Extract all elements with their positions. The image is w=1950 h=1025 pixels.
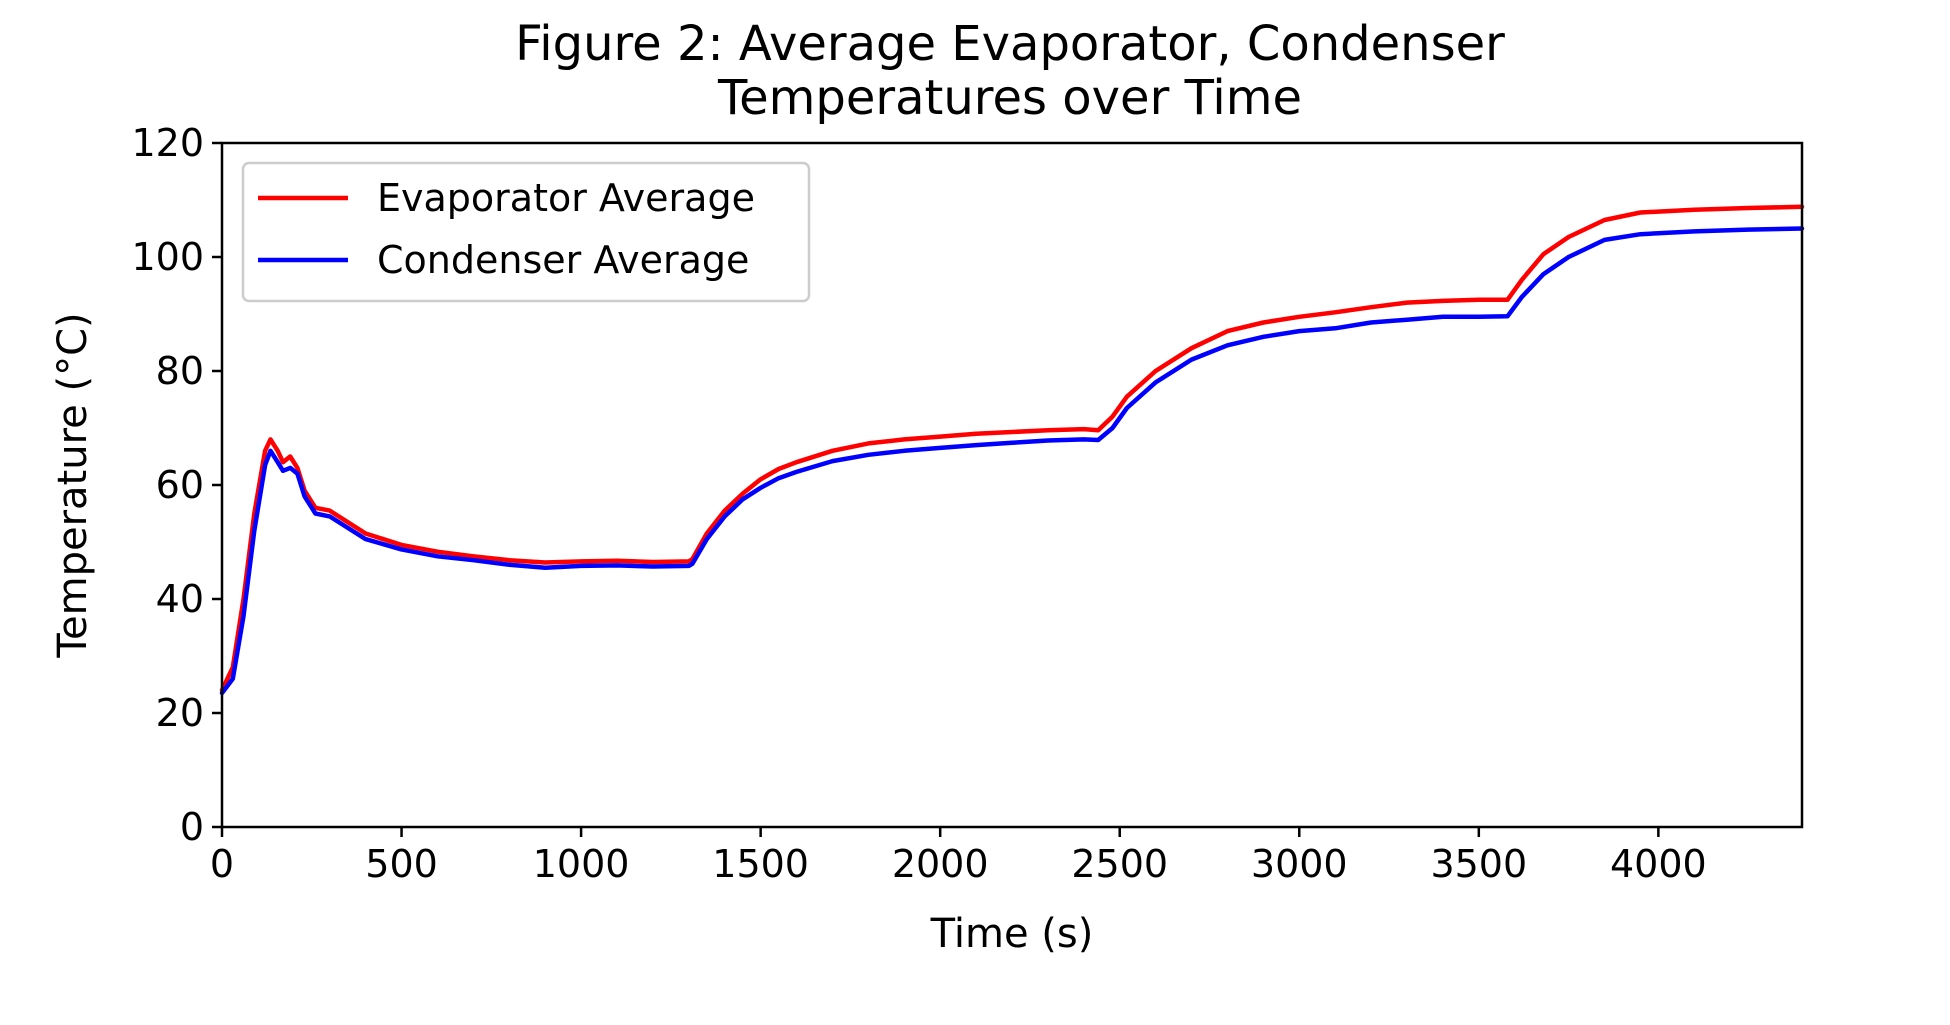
chart-title-line-2: Temperatures over Time — [717, 70, 1302, 126]
legend-label-condenser: Condenser Average — [377, 238, 749, 282]
x-tick-label: 2000 — [892, 842, 989, 886]
series-layer — [219, 204, 1805, 696]
x-tick-label: 2500 — [1071, 842, 1168, 886]
y-axis-label: Temperature (°C) — [50, 312, 96, 658]
series-line-1 — [219, 226, 1805, 696]
y-axis-ticks: 0 20 40 60 80 100 120 — [131, 121, 222, 849]
x-tick-label: 3500 — [1430, 842, 1527, 886]
y-tick-label: 40 — [156, 577, 204, 621]
x-tick-label: 3000 — [1251, 842, 1348, 886]
x-tick-label: 1500 — [712, 842, 809, 886]
chart-title-line-1: Figure 2: Average Evaporator, Condenser — [515, 16, 1505, 72]
x-tick-label: 0 — [210, 842, 234, 886]
legend-box — [241, 161, 811, 303]
x-axis-ticks: 0 500 1000 1500 2000 2500 3000 3500 4000 — [210, 827, 1707, 886]
y-tick-label: 60 — [156, 463, 204, 507]
x-axis-label: Time (s) — [930, 911, 1094, 957]
legend: Evaporator Average Condenser Average — [241, 161, 811, 303]
y-tick-label: 80 — [156, 349, 204, 393]
y-tick-label: 120 — [131, 121, 204, 165]
y-tick-label: 20 — [156, 691, 204, 735]
x-tick-label: 1000 — [533, 842, 630, 886]
x-tick-label: 500 — [365, 842, 438, 886]
x-tick-label: 4000 — [1610, 842, 1707, 886]
y-tick-label: 100 — [131, 235, 204, 279]
legend-label-evaporator: Evaporator Average — [377, 176, 755, 220]
y-tick-label: 0 — [180, 805, 204, 849]
